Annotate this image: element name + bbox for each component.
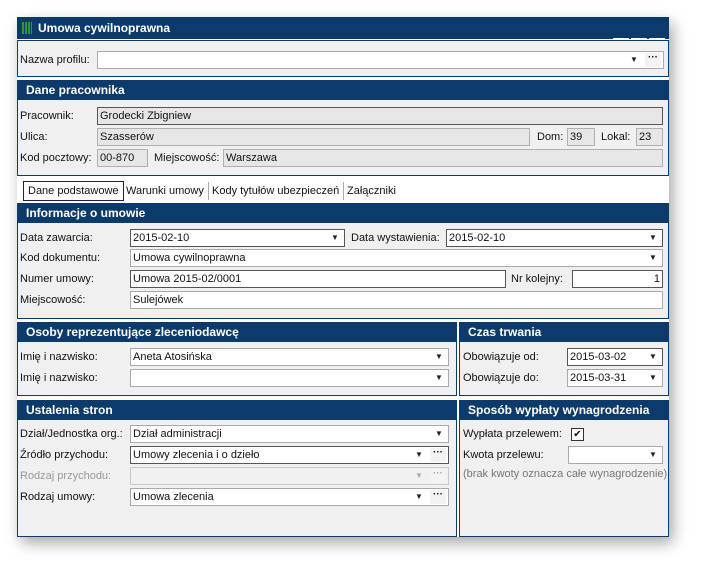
wyplata-header: Sposób wypłaty wynagrodzenia — [460, 401, 668, 420]
rodzaj-przychodu-select: ▼ ··· — [130, 467, 449, 485]
miejscowosc-label: Miejscowość: — [154, 152, 220, 164]
info-header: Informacje o umowie — [18, 204, 668, 223]
pracownik-field: Grodecki Zbigniew — [97, 107, 663, 125]
nr-kolejny-label: Nr kolejny: — [511, 273, 563, 285]
ulica-field: Szasserów — [97, 128, 530, 146]
od-select[interactable]: 2015-03-02 ▼ — [567, 348, 663, 366]
osoby-header: Osoby reprezentujące zleceniodawcę — [18, 323, 456, 342]
ellipsis-button: ··· — [430, 469, 446, 483]
check-icon: ✔ — [573, 429, 582, 440]
data-zawarcia-label: Data zawarcia: — [20, 232, 93, 244]
profile-select[interactable]: ▼ ··· — [97, 51, 664, 69]
profile-label: Nazwa profilu: — [20, 54, 90, 66]
ustalenia-header: Ustalenia stron — [18, 401, 456, 420]
tab-dane-podstawowe[interactable]: Dane podstawowe — [23, 181, 124, 201]
kwota-label: Kwota przelewu: — [463, 449, 544, 461]
chevron-down-icon[interactable]: ▼ — [649, 233, 657, 242]
zrodlo-label: Źródło przychodu: — [20, 449, 109, 461]
chevron-down-icon[interactable]: ▼ — [331, 233, 339, 242]
do-label: Obowiązuje do: — [463, 372, 539, 384]
lokal-label: Lokal: — [601, 131, 631, 143]
nr-kolejny-input[interactable]: 1 — [572, 270, 663, 288]
miejscowosc-umowy-input[interactable]: Sulejówek — [130, 291, 663, 309]
chevron-down-icon[interactable]: ▼ — [649, 352, 657, 361]
czas-header: Czas trwania — [460, 323, 668, 342]
chevron-down-icon[interactable]: ▼ — [649, 373, 657, 382]
tab-zalaczniki[interactable]: Załączniki — [347, 185, 396, 197]
wyplata-section: Sposób wypłaty wynagrodzenia — [459, 400, 669, 537]
pracownik-label: Pracownik: — [20, 110, 74, 122]
ulica-label: Ulica: — [20, 131, 48, 143]
ellipsis-button[interactable]: ··· — [645, 53, 661, 67]
chevron-down-icon[interactable]: ▼ — [435, 373, 443, 382]
dzial-label: Dział/Jednostka org.: — [20, 428, 123, 440]
chevron-down-icon[interactable]: ▼ — [415, 450, 423, 459]
dzial-select[interactable]: Dział administracji ▼ — [130, 425, 449, 443]
data-wystawienia-select[interactable]: 2015-02-10 ▼ — [446, 229, 663, 247]
chevron-down-icon[interactable]: ▼ — [630, 55, 638, 64]
chevron-down-icon: ▼ — [415, 471, 423, 480]
chevron-down-icon[interactable]: ▼ — [435, 429, 443, 438]
przelew-checkbox[interactable]: ✔ — [571, 428, 584, 441]
przelew-label: Wypłata przelewem: — [463, 428, 562, 440]
dom-field: 39 — [567, 128, 595, 146]
osoba2-select[interactable]: ▼ — [130, 369, 449, 387]
rodzaj-umowy-label: Rodzaj umowy: — [20, 491, 96, 503]
od-label: Obowiązuje od: — [463, 351, 539, 363]
do-select[interactable]: 2015-03-31 ▼ — [567, 369, 663, 387]
kod-dokumentu-select[interactable]: Umowa cywilnoprawna ▼ — [130, 249, 663, 267]
osoba2-label: Imię i nazwisko: — [20, 372, 98, 384]
data-zawarcia-select[interactable]: 2015-02-10 ▼ — [130, 229, 345, 247]
kod-dokumentu-label: Kod dokumentu: — [20, 252, 101, 264]
window-title: Umowa cywilnoprawna — [38, 21, 171, 35]
zrodlo-select[interactable]: Umowy zlecenia i o dzieło ▼ ··· — [130, 446, 449, 464]
rodzaj-umowy-select[interactable]: Umowa zlecenia ▼ ··· — [130, 488, 449, 506]
data-wystawienia-label: Data wystawienia: — [351, 232, 440, 244]
miejscowosc-umowy-label: Miejscowość: — [20, 294, 86, 306]
chevron-down-icon[interactable]: ▼ — [649, 253, 657, 262]
lokal-field: 23 — [636, 128, 663, 146]
osoba1-label: Imię i nazwisko: — [20, 351, 98, 363]
rodzaj-przychodu-label: Rodzaj przychodu: — [20, 470, 112, 482]
tab-kody-tytulow[interactable]: Kody tytułów ubezpieczeń — [208, 182, 345, 200]
employee-header: Dane pracownika — [18, 81, 668, 100]
chevron-down-icon[interactable]: ▼ — [435, 352, 443, 361]
chevron-down-icon[interactable]: ▼ — [649, 450, 657, 459]
ellipsis-button[interactable]: ··· — [430, 490, 446, 504]
chevron-down-icon[interactable]: ▼ — [415, 492, 423, 501]
kwota-note: (brak kwoty oznacza całe wynagrodzenie) — [463, 468, 668, 480]
osoba1-select[interactable]: Aneta Atosińska ▼ — [130, 348, 449, 366]
numer-umowy-input[interactable]: Umowa 2015-02/0001 — [130, 270, 506, 288]
grid-icon — [22, 22, 32, 34]
numer-umowy-label: Numer umowy: — [20, 273, 94, 285]
kod-field: 00-870 — [97, 149, 148, 167]
miejscowosc-field: Warszawa — [223, 149, 663, 167]
kwota-select[interactable]: ▼ — [568, 446, 663, 464]
title-bar: Umowa cywilnoprawna ■ ☒ ? — [17, 17, 669, 54]
kod-label: Kod pocztowy: — [20, 152, 92, 164]
tab-warunki-umowy[interactable]: Warunki umowy — [122, 182, 209, 200]
dom-label: Dom: — [537, 131, 564, 143]
ellipsis-button[interactable]: ··· — [430, 448, 446, 462]
